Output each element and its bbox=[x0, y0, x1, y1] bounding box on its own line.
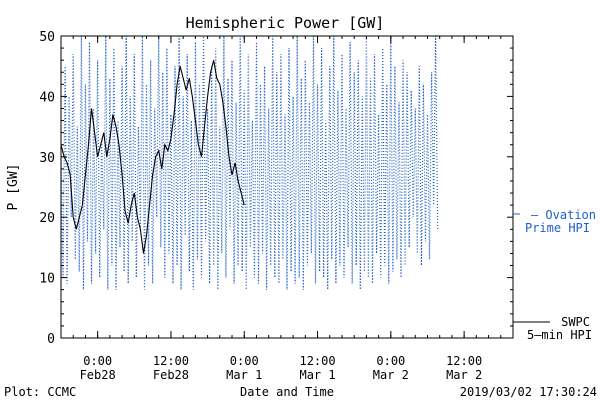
x-tick-time-label: 12:00 bbox=[153, 354, 189, 368]
y-tick-label: 40 bbox=[39, 90, 55, 105]
x-tick-date-label: Mar 1 bbox=[226, 368, 262, 382]
x-tick-date-label: Feb28 bbox=[80, 368, 116, 382]
legend-ovation-line1: — Ovation bbox=[531, 208, 596, 222]
x-tick-time-label: 12:00 bbox=[446, 354, 482, 368]
x-axis-label: Date and Time bbox=[240, 385, 334, 399]
y-tick-label: 10 bbox=[39, 272, 55, 287]
x-tick-date-label: Mar 2 bbox=[446, 368, 482, 382]
plot-credit: Plot: CCMC bbox=[4, 385, 76, 399]
y-tick-label: 30 bbox=[39, 151, 55, 166]
plot-frame bbox=[60, 35, 514, 339]
y-axis: 0 10 20 30 40 50 bbox=[39, 30, 513, 347]
series-line-ovation-prime-hpi bbox=[61, 36, 439, 290]
plot-timestamp: 2019/03/02 17:30:24 bbox=[460, 385, 597, 399]
x-tick-date-label: Feb28 bbox=[153, 368, 189, 382]
x-tick-date-label: Mar 2 bbox=[373, 368, 409, 382]
x-tick-time-label: 0:00 bbox=[230, 354, 259, 368]
x-tick-time-label: 0:00 bbox=[376, 354, 405, 368]
x-tick-time-label: 12:00 bbox=[299, 354, 335, 368]
legend-swpc-line2: 5–min HPI bbox=[527, 328, 592, 342]
legend-swpc-line1: SWPC bbox=[561, 315, 590, 329]
y-tick-label: 50 bbox=[39, 30, 55, 45]
y-tick-label: 0 bbox=[47, 332, 55, 347]
y-axis-label: P [GW] bbox=[6, 164, 21, 211]
x-tick-time-label: 0:00 bbox=[83, 354, 112, 368]
y-tick-label: 20 bbox=[39, 211, 55, 226]
chart-title: Hemispheric Power [GW] bbox=[186, 14, 385, 32]
x-tick-date-label: Mar 1 bbox=[299, 368, 335, 382]
series-line-swpc-5-min-hpi bbox=[61, 60, 245, 254]
legend-ovation-line2: Prime HPI bbox=[525, 221, 590, 235]
